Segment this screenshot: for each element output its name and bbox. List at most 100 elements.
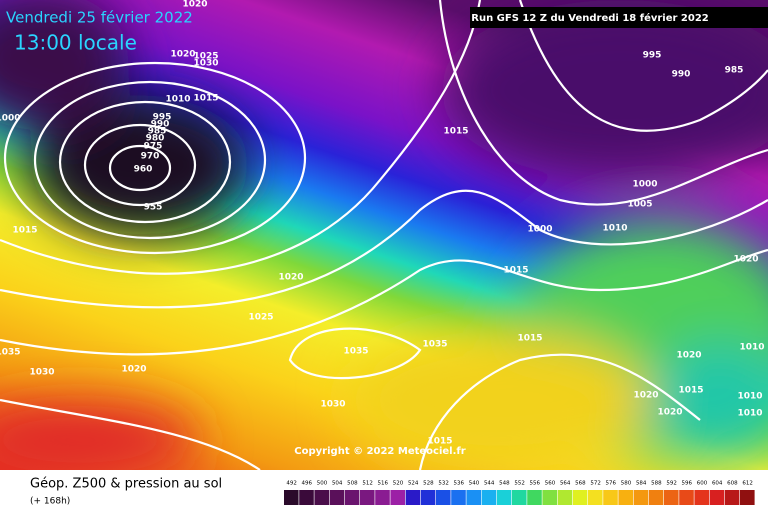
legend-label: 520 bbox=[393, 481, 404, 487]
legend-swatch bbox=[344, 490, 360, 505]
legend-swatch bbox=[314, 490, 329, 505]
isobar-label: 1000 bbox=[527, 225, 552, 235]
isobar-label: 1010 bbox=[737, 409, 762, 419]
legend-swatch bbox=[496, 490, 512, 505]
legend-label: 560 bbox=[545, 481, 556, 487]
legend-label: 516 bbox=[378, 481, 389, 487]
isobar-label: 1015 bbox=[678, 386, 703, 396]
legend-swatch bbox=[420, 490, 436, 505]
isobar-label: 1025 bbox=[248, 313, 273, 323]
legend-label: 612 bbox=[742, 481, 753, 487]
legend-swatch bbox=[724, 490, 740, 505]
isobar-label: 1020 bbox=[278, 273, 303, 283]
isobar-label: 1015 bbox=[503, 266, 528, 276]
isobar-label: 1035 bbox=[343, 347, 368, 357]
legend-label: 568 bbox=[575, 481, 586, 487]
legend-swatch bbox=[375, 490, 390, 505]
legend-swatch bbox=[648, 490, 664, 505]
isobar-label: 970 bbox=[141, 152, 160, 162]
isobar-label: 1030 bbox=[29, 368, 54, 378]
legend-swatch bbox=[360, 490, 375, 505]
legend-label: 600 bbox=[697, 481, 708, 487]
legend-label: 556 bbox=[530, 481, 541, 487]
legend-label: 572 bbox=[590, 481, 601, 487]
legend-swatch bbox=[633, 490, 649, 505]
run-info: Run GFS 12 Z du Vendredi 18 février 2022 bbox=[471, 12, 709, 24]
legend-swatch bbox=[329, 490, 345, 505]
legend-label: 504 bbox=[332, 481, 343, 487]
legend-label: 548 bbox=[499, 481, 510, 487]
isobar-label: 960 bbox=[134, 165, 153, 175]
legend-swatch bbox=[436, 490, 451, 505]
isobar-label: 1020 bbox=[121, 365, 146, 375]
isobar-label: 1020 bbox=[170, 50, 195, 60]
isobar-label: 1010 bbox=[602, 224, 627, 234]
isobar-label: 1020 bbox=[633, 391, 658, 401]
legend-swatch bbox=[603, 490, 618, 505]
run-box bbox=[470, 7, 768, 28]
legend-label: 544 bbox=[484, 481, 495, 487]
legend-swatch bbox=[405, 490, 421, 505]
legend-label: 596 bbox=[682, 481, 693, 487]
legend-label: 500 bbox=[317, 481, 328, 487]
legend-label: 512 bbox=[362, 481, 373, 487]
color-legend: 492 496 500 504 508 512 516 520 524 528 532 536 540 5… bbox=[284, 481, 755, 505]
isobar-label: 990 bbox=[151, 120, 170, 130]
isobar-label: 1020 bbox=[182, 0, 207, 10]
isobar-label: 1015 bbox=[443, 127, 468, 137]
isobar-label: 1005 bbox=[627, 200, 652, 210]
legend-label: 576 bbox=[606, 481, 617, 487]
isobar-label: 1015 bbox=[193, 94, 218, 104]
legend-label: 528 bbox=[423, 481, 434, 487]
map-time: 13:00 locale bbox=[14, 31, 137, 55]
legend-label: 532 bbox=[438, 481, 449, 487]
legend-label: 524 bbox=[408, 481, 419, 487]
legend-swatch bbox=[664, 490, 679, 505]
legend-label: 508 bbox=[347, 481, 358, 487]
legend-swatch bbox=[542, 490, 557, 505]
legend-label: 496 bbox=[302, 481, 313, 487]
legend-swatch bbox=[588, 490, 603, 505]
isobar-label: 975 bbox=[144, 142, 163, 152]
isobar-label: 1020 bbox=[733, 255, 758, 265]
legend-label: 580 bbox=[621, 481, 632, 487]
legend-swatch bbox=[451, 490, 466, 505]
legend-label: 536 bbox=[454, 481, 465, 487]
isobar-label: 1000 bbox=[0, 114, 21, 124]
isobar-label: 1020 bbox=[676, 351, 701, 361]
legend-label: 492 bbox=[286, 481, 297, 487]
legend-swatch bbox=[284, 490, 299, 505]
isobar-label: 1035 bbox=[422, 340, 447, 350]
isobar-label: 990 bbox=[672, 70, 691, 80]
isobar-label: 1000 bbox=[632, 180, 657, 190]
legend-swatch bbox=[740, 490, 755, 505]
isobar-label: 1015 bbox=[427, 437, 452, 447]
field-overlays bbox=[0, 0, 768, 480]
isobar-label: 985 bbox=[148, 127, 167, 137]
legend-swatch bbox=[694, 490, 709, 505]
isobar-label: 980 bbox=[146, 134, 165, 144]
isobar-label: 1020 bbox=[657, 408, 682, 418]
legend-swatch bbox=[679, 490, 694, 505]
legend-label: 564 bbox=[560, 481, 571, 487]
legend-label: 592 bbox=[666, 481, 677, 487]
legend-swatch bbox=[466, 490, 481, 505]
isobar-label: 1015 bbox=[517, 334, 542, 344]
footer-title: Géop. Z500 & pression au sol bbox=[30, 477, 222, 492]
isobar-label: 1025 bbox=[193, 52, 218, 62]
copyright: Copyright © 2022 Meteociel.fr bbox=[294, 446, 465, 457]
legend-swatch bbox=[299, 490, 314, 505]
isobar-label: 1030 bbox=[193, 59, 218, 69]
legend-label: 552 bbox=[514, 481, 525, 487]
isobar-label: 995 bbox=[643, 51, 662, 61]
legend-label: 608 bbox=[727, 481, 738, 487]
legend-label: 540 bbox=[469, 481, 480, 487]
footer-lead: (+ 168h) bbox=[30, 497, 70, 507]
isobars bbox=[0, 0, 768, 470]
legend-swatch bbox=[618, 490, 633, 505]
isobar-label: 1015 bbox=[12, 226, 37, 236]
isobar-label: 995 bbox=[153, 113, 172, 123]
legend-swatch bbox=[527, 490, 542, 505]
